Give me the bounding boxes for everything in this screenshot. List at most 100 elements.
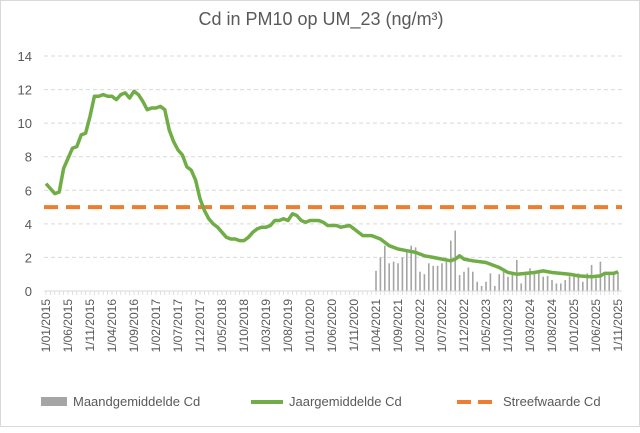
bar-maandgemiddelde <box>617 271 619 291</box>
bar-maandgemiddelde <box>428 263 430 291</box>
legend-label-maandgemiddelde: Maandgemiddelde Cd <box>73 394 200 409</box>
bar-maandgemiddelde <box>375 270 377 291</box>
y-tick-label: 2 <box>25 250 32 265</box>
x-tick-label: 1/08/2024 <box>545 299 559 353</box>
bar-maandgemiddelde <box>476 281 478 291</box>
legend-label-jaargemiddelde: Jaargemiddelde Cd <box>289 394 402 409</box>
bar-maandgemiddelde <box>542 276 544 291</box>
y-tick-label: 6 <box>25 183 32 198</box>
bar-maandgemiddelde <box>401 257 404 291</box>
bar-maandgemiddelde <box>406 250 408 291</box>
x-tick-label: 1/11/2020 <box>347 299 361 352</box>
bar-maandgemiddelde <box>410 245 412 291</box>
bar-maandgemiddelde <box>546 275 549 291</box>
x-tick-label: 1/11/2025 <box>611 299 625 352</box>
x-tick-label: 1/12/2022 <box>457 299 471 353</box>
bar-maandgemiddelde <box>463 271 465 291</box>
chart-title: Cd in PM10 op UM_23 (ng/m³) <box>198 9 443 30</box>
x-tick-label: 1/09/2016 <box>127 299 141 353</box>
y-tick-label: 12 <box>18 83 32 98</box>
bar-maandgemiddelde <box>458 275 461 291</box>
x-tick-label: 1/01/2025 <box>567 299 581 353</box>
bar-maandgemiddelde <box>608 275 610 291</box>
bar-maandgemiddelde <box>414 247 417 291</box>
bar-maandgemiddelde <box>511 273 514 291</box>
x-tick-label: 1/11/2015 <box>83 299 97 352</box>
bar-maandgemiddelde <box>450 240 452 291</box>
x-tick-label: 1/05/2023 <box>479 299 493 353</box>
bar-maandgemiddelde <box>595 278 597 291</box>
x-tick-label: 1/04/2016 <box>105 299 119 353</box>
bar-maandgemiddelde <box>472 271 474 291</box>
x-tick-label: 1/02/2017 <box>149 299 163 353</box>
line-series <box>44 89 622 279</box>
y-tick-label: 8 <box>25 150 32 165</box>
bar-maandgemiddelde <box>392 261 395 291</box>
x-tick-label: 1/06/2015 <box>61 299 75 353</box>
bar-maandgemiddelde <box>423 274 426 291</box>
bar-maandgemiddelde <box>533 271 536 291</box>
x-tick-label: 1/03/2019 <box>259 299 273 353</box>
bar-maandgemiddelde <box>467 267 470 291</box>
y-tick-label: 10 <box>18 116 32 131</box>
x-tick-label: 1/01/2015 <box>39 299 53 353</box>
bar-maandgemiddelde <box>551 280 553 291</box>
x-tick-label: 1/01/2020 <box>303 299 317 353</box>
bar-maandgemiddelde <box>524 273 527 291</box>
x-tick-label: 1/10/2018 <box>237 299 251 353</box>
bar-maandgemiddelde <box>388 263 390 291</box>
bar-maandgemiddelde <box>529 268 531 291</box>
x-tick-label: 1/04/2021 <box>369 299 383 353</box>
bar-maandgemiddelde <box>379 257 382 291</box>
bar-maandgemiddelde <box>498 274 500 291</box>
bar-maandgemiddelde <box>507 276 509 291</box>
y-axis: 0 2 4 6 8 10 12 14 <box>18 49 32 299</box>
x-tick-label: 1/07/2017 <box>171 299 185 353</box>
bar-maandgemiddelde <box>612 273 615 291</box>
legend-label-streefwaarde: Streefwaarde Cd <box>503 394 601 409</box>
bar-maandgemiddelde <box>582 281 584 291</box>
bar-maandgemiddelde <box>445 261 448 291</box>
bar-maandgemiddelde <box>441 263 443 291</box>
legend: Maandgemiddelde Cd Jaargemiddelde Cd Str… <box>41 394 601 409</box>
bar-maandgemiddelde <box>586 273 588 291</box>
bar-maandgemiddelde <box>604 271 606 291</box>
bar-series-maandgemiddelde <box>375 230 619 291</box>
bar-maandgemiddelde <box>555 283 558 291</box>
y-tick-label: 14 <box>18 49 32 64</box>
x-tick-label: 1/09/2021 <box>391 299 405 353</box>
bar-maandgemiddelde <box>564 280 566 291</box>
x-tick-label: 1/02/2022 <box>413 299 427 353</box>
bar-maandgemiddelde <box>573 275 575 291</box>
bar-maandgemiddelde <box>502 271 505 291</box>
x-tick-label: 1/06/2020 <box>325 299 339 353</box>
legend-swatch-maandgemiddelde <box>41 397 67 406</box>
bar-maandgemiddelde <box>397 263 399 291</box>
bar-maandgemiddelde <box>419 271 421 291</box>
x-tick-label: 1/10/2023 <box>501 299 515 353</box>
y-tick-label: 4 <box>25 217 32 232</box>
line-jaargemiddelde <box>44 89 619 279</box>
bar-maandgemiddelde <box>520 283 522 291</box>
bar-maandgemiddelde <box>432 265 434 291</box>
bar-maandgemiddelde <box>480 285 483 291</box>
bar-maandgemiddelde <box>485 281 487 291</box>
x-tick-label: 1/07/2022 <box>435 299 449 353</box>
x-tick-label: 1/12/2017 <box>193 299 207 353</box>
bar-maandgemiddelde <box>538 271 540 291</box>
x-tick-label: 1/03/2024 <box>523 299 537 353</box>
x-tick-label: 1/05/2018 <box>215 299 229 353</box>
bar-maandgemiddelde <box>494 285 496 291</box>
bar-maandgemiddelde <box>568 274 571 291</box>
x-tick-label: 1/06/2025 <box>589 299 603 353</box>
bar-maandgemiddelde <box>384 245 386 291</box>
bar-maandgemiddelde <box>436 265 439 291</box>
x-axis: 1/01/2015 1/06/2015 1/11/2015 1/04/2016 1/09… <box>39 290 625 353</box>
y-tick-label: 0 <box>25 284 32 299</box>
bar-maandgemiddelde <box>560 283 562 291</box>
bar-maandgemiddelde <box>489 273 492 291</box>
bar-maandgemiddelde <box>577 273 580 291</box>
x-tick-label: 1/08/2019 <box>281 299 295 353</box>
